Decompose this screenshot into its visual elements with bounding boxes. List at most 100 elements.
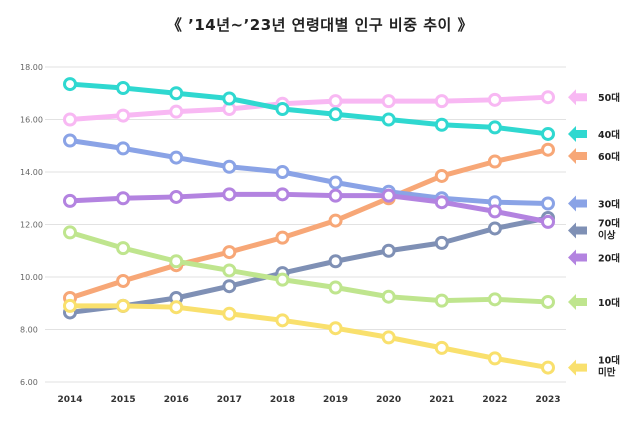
data-point xyxy=(63,225,77,240)
x-tick-label: 2017 xyxy=(217,395,242,405)
data-point xyxy=(63,77,77,92)
data-point xyxy=(434,195,449,210)
data-point xyxy=(116,273,131,288)
data-point xyxy=(169,104,184,119)
series-line xyxy=(67,81,551,137)
data-point xyxy=(381,112,396,127)
x-tick-label: 2018 xyxy=(270,395,295,405)
data-point xyxy=(541,196,555,211)
series-label-text: 10대 xyxy=(598,297,620,309)
series-label-text: 60대 xyxy=(598,151,620,163)
data-point xyxy=(63,193,77,208)
data-point xyxy=(222,187,237,202)
data-point xyxy=(222,279,237,294)
x-tick-label: 2014 xyxy=(57,395,82,405)
series-lines xyxy=(63,77,555,375)
data-point xyxy=(541,294,555,309)
data-point xyxy=(541,142,555,157)
data-point xyxy=(381,94,396,109)
data-point xyxy=(116,298,131,313)
data-point xyxy=(222,245,237,260)
y-tick-label: 6.00 xyxy=(20,378,38,387)
series-label-5: 20대 xyxy=(568,249,620,266)
data-point xyxy=(222,263,237,278)
data-point xyxy=(275,102,290,116)
left-arrow-icon xyxy=(568,195,587,212)
data-point xyxy=(328,188,343,203)
y-tick-label: 16.00 xyxy=(20,116,43,125)
data-point xyxy=(487,292,502,307)
series-line xyxy=(67,147,551,301)
data-point xyxy=(169,254,184,269)
data-point xyxy=(541,90,555,105)
series-label-text: 미만 xyxy=(598,367,616,379)
data-point xyxy=(328,321,343,336)
data-point xyxy=(328,254,343,269)
y-tick-label: 12.00 xyxy=(20,221,43,230)
left-arrow-icon xyxy=(568,249,587,266)
series-label-3: 30대 xyxy=(568,195,620,212)
series-label-6: 10대 xyxy=(568,293,620,310)
x-tick-label: 2021 xyxy=(429,395,454,405)
x-tick-label: 2023 xyxy=(535,395,560,405)
data-point xyxy=(381,243,396,258)
series-label-text: 40대 xyxy=(598,129,620,141)
chart-title: 《 ’14년~’23년 연령대별 인구 비중 추이 》 xyxy=(166,16,474,34)
data-point xyxy=(275,230,290,245)
data-point xyxy=(541,214,555,229)
y-tick-label: 10.00 xyxy=(20,273,43,282)
data-point xyxy=(275,187,290,202)
series-label-1: 40대 xyxy=(568,125,620,142)
data-point xyxy=(487,351,502,366)
data-point xyxy=(381,188,396,203)
series-line xyxy=(67,94,551,122)
data-point xyxy=(63,112,77,127)
data-point xyxy=(487,120,502,135)
series-7 xyxy=(63,298,555,375)
series-label-0: 50대 xyxy=(568,89,620,106)
data-point xyxy=(328,175,343,190)
data-point xyxy=(169,86,184,101)
left-arrow-icon xyxy=(568,222,587,239)
data-point xyxy=(63,133,77,148)
series-1 xyxy=(63,77,555,141)
data-point xyxy=(487,221,502,236)
series-2 xyxy=(63,142,555,305)
series-line xyxy=(67,138,551,206)
data-point xyxy=(487,92,502,107)
data-point xyxy=(275,165,290,179)
left-arrow-icon xyxy=(568,147,587,164)
data-point xyxy=(541,126,555,141)
data-point xyxy=(328,280,343,295)
series-label-2: 60대 xyxy=(568,147,620,164)
data-point xyxy=(222,91,237,106)
data-point xyxy=(116,241,131,256)
x-axis-ticks: 2014 2015 2016 2017 2018 2019 2020 2021 2022 2023 xyxy=(57,395,560,405)
data-point xyxy=(434,168,449,183)
series-label-text: 70대 xyxy=(598,218,620,230)
series-label-text: 이상 xyxy=(598,230,616,242)
series-line xyxy=(67,303,551,371)
data-point xyxy=(222,159,237,174)
data-point xyxy=(328,213,343,228)
grid-lines xyxy=(45,66,566,383)
data-point xyxy=(116,191,131,206)
series-5 xyxy=(63,187,555,229)
series-6 xyxy=(63,225,555,309)
data-point xyxy=(487,204,502,219)
left-arrow-icon xyxy=(568,293,587,310)
data-point xyxy=(169,150,184,165)
data-point xyxy=(434,293,449,308)
y-tick-label: 8.00 xyxy=(20,326,38,335)
data-point xyxy=(116,141,131,156)
series-line xyxy=(67,191,551,225)
series-line xyxy=(67,229,551,305)
left-arrow-icon xyxy=(568,125,587,142)
x-tick-label: 2015 xyxy=(111,395,136,405)
series-label-text: 20대 xyxy=(598,253,620,265)
data-point xyxy=(434,117,449,132)
data-point xyxy=(222,306,237,321)
